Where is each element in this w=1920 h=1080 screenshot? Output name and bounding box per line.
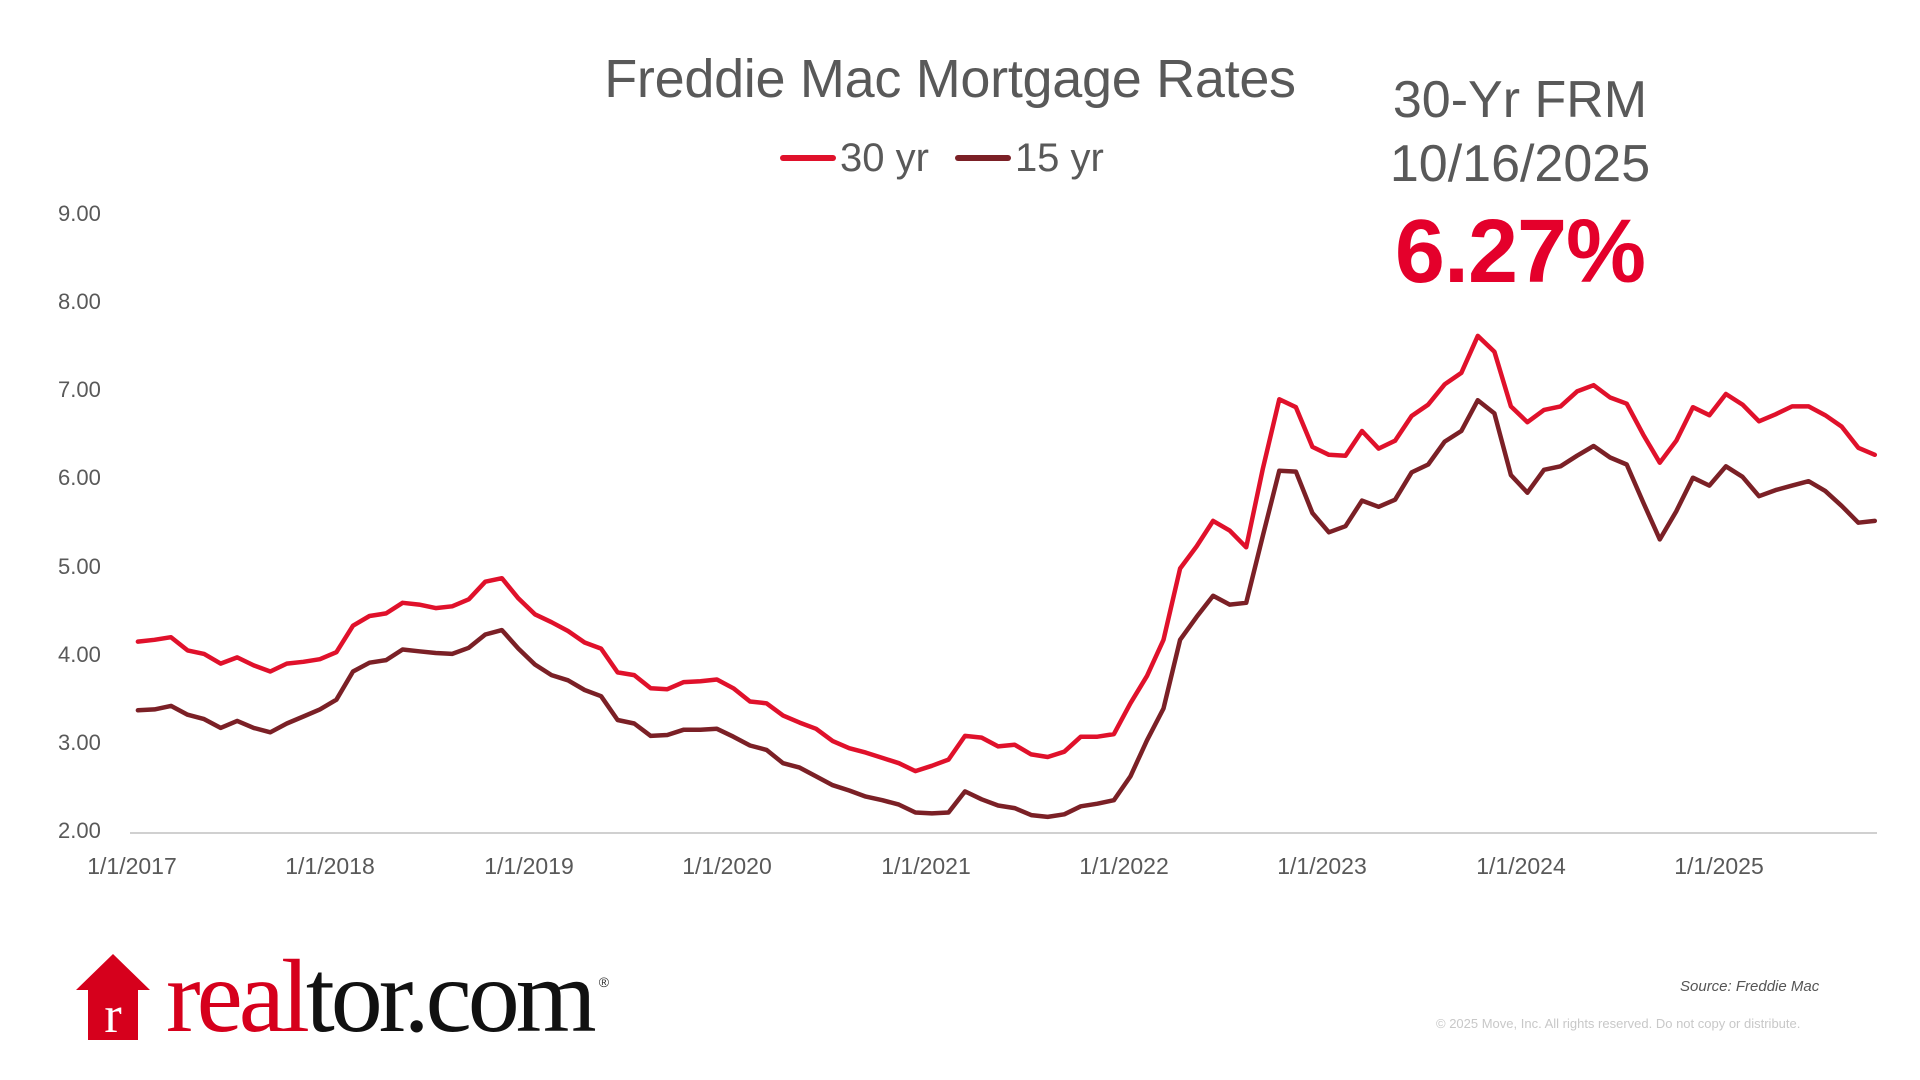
x-tick-label: 1/1/2025 (1674, 853, 1764, 879)
x-tick-label: 1/1/2019 (484, 853, 574, 879)
y-tick-label: 2.00 (58, 818, 101, 843)
callout-date: 10/16/2025 (1389, 135, 1651, 193)
callout-rate-value: 6.27% (1394, 202, 1646, 302)
house-r-icon: r (76, 954, 150, 1040)
logo-wordmark-black: tor.com (305, 939, 597, 1054)
legend-label-30yr: 30 yr (840, 135, 929, 180)
source-note: Source: Freddie Mac (1680, 978, 1820, 995)
copyright-note: © 2025 Move, Inc. All rights reserved. D… (1436, 1016, 1801, 1031)
legend-item-30yr[interactable]: 30 yr (780, 136, 929, 181)
callout-product-label: 30-Yr FRM (1392, 71, 1648, 129)
x-tick-label: 1/1/2017 (87, 853, 177, 879)
y-tick-label: 5.00 (58, 554, 101, 579)
realtor-logo[interactable]: r realtor.com ® (76, 945, 610, 1049)
logo-wordmark: realtor.com (166, 945, 597, 1049)
x-tick-label: 1/1/2023 (1277, 853, 1367, 879)
legend-item-15yr[interactable]: 15 yr (954, 135, 1104, 181)
legend: 30 yr 15 yr (780, 136, 1130, 180)
y-tick-label: 4.00 (58, 642, 101, 667)
y-tick-label: 9.00 (58, 201, 101, 226)
y-tick-label: 8.00 (58, 289, 101, 314)
registered-mark: ® (598, 974, 610, 990)
series-line-30yr (135, 333, 1878, 774)
svg-text:r: r (104, 987, 121, 1040)
x-tick-label: 1/1/2021 (881, 853, 971, 879)
x-tick-label: 1/1/2018 (285, 853, 375, 879)
y-tick-label: 3.00 (58, 730, 101, 755)
series-line-15yr (135, 397, 1878, 820)
x-tick-label: 1/1/2020 (682, 853, 772, 879)
chart-title: Freddie Mac Mortgage Rates (604, 49, 1296, 109)
legend-swatch-30yr (780, 155, 836, 161)
y-tick-label: 7.00 (58, 377, 101, 402)
x-tick-label: 1/1/2024 (1476, 853, 1566, 879)
y-tick-label: 6.00 (58, 465, 101, 490)
rate-callout: 30-Yr FRM 10/16/2025 6.27% (1370, 68, 1670, 302)
legend-label-15yr: 15 yr (1014, 135, 1104, 180)
legend-swatch-15yr (954, 155, 1011, 161)
x-tick-label: 1/1/2022 (1079, 853, 1169, 879)
logo-wordmark-red: real (166, 939, 310, 1054)
